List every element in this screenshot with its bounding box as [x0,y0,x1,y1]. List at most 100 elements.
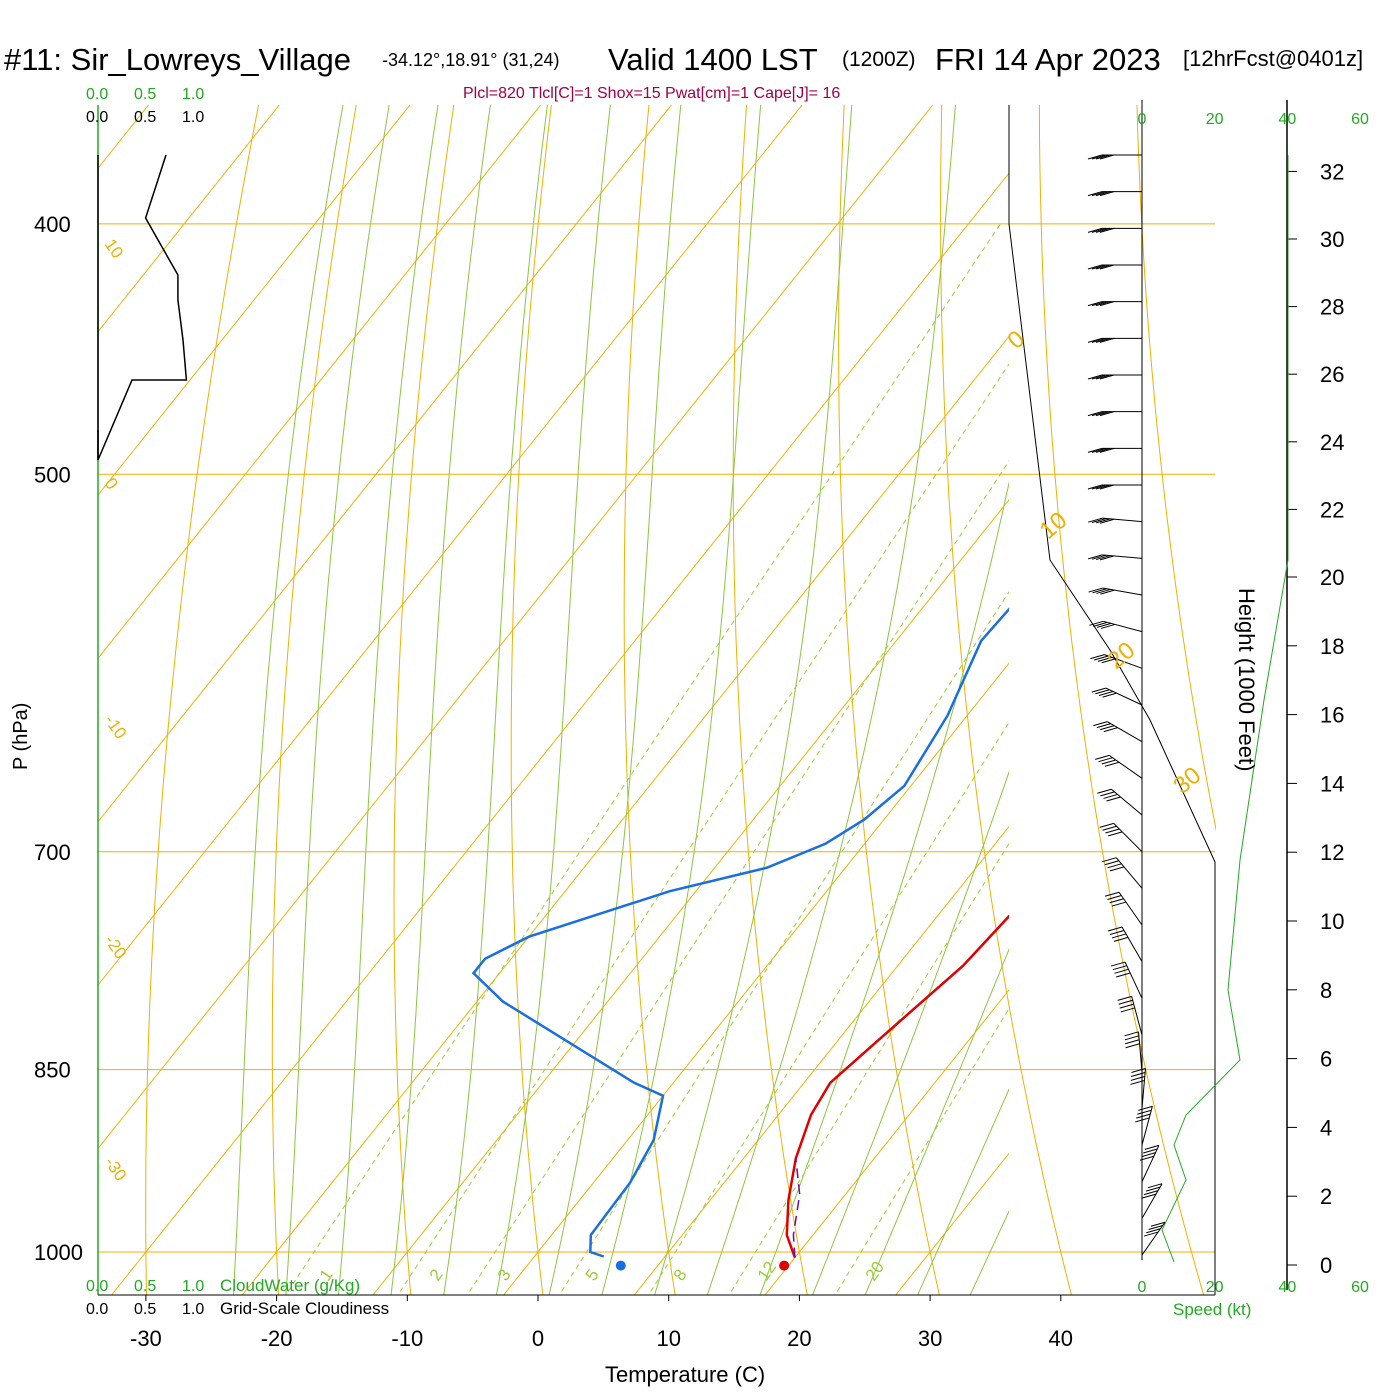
dry-adiabat-line [623,105,676,1295]
moist-adiabat-line [285,105,390,1295]
wind-barb-flag [1098,757,1113,763]
wind-barb-flag [1106,796,1121,802]
isotherm-label: -30 [101,1153,131,1184]
wind-barb-flag [1124,1031,1139,1037]
wind-barb-staff [1111,788,1143,816]
x-tick-label: -10 [391,1326,423,1351]
x-tick-label: -30 [130,1326,162,1351]
wind-barb-flag [1107,926,1123,932]
wind-barb [1087,301,1142,307]
dry-adiabat-lines [145,105,1216,1295]
wind-barb-flag [1107,863,1122,869]
cloudiness-tick-top: 0.5 [134,109,156,126]
wind-barb-flag [1104,761,1120,767]
cloudwater-tick-bottom: 1.0 [182,1278,204,1295]
wind-barb-flag [1091,411,1107,417]
moist-adiabat-line [601,105,762,1295]
wind-barb [1087,374,1142,380]
height-tick-label: 18 [1320,634,1344,659]
wind-barb [1087,447,1142,453]
wind-barb-flag [1099,337,1115,343]
cloudwater-tick-bottom: 0.0 [86,1278,108,1295]
wind-barb-flag [1100,623,1116,629]
wind-barb [1087,411,1142,417]
wind-barb-flag [1102,825,1117,831]
wind-barb-flag [1087,154,1103,160]
wind-barb [1093,721,1143,743]
wind-barb-flag [1095,374,1111,380]
wind-barb-flag [1147,1183,1163,1189]
isotherm-line [241,335,1009,1295]
wind-barb-flag [1099,374,1115,380]
moist-adiabat-line [390,105,491,1295]
wind-barb [1124,1031,1143,1072]
wind-barb [1141,1183,1163,1219]
isotherm-line [98,105,803,986]
right-boundary-line [1008,223,1216,1295]
temperature-line [785,914,1009,1259]
wind-barb-flag [1124,1035,1139,1041]
wind-barb-flag [1125,1039,1140,1045]
wind-barb-flag [1101,658,1116,664]
x-tick-label: 30 [918,1326,942,1351]
speed-tick-top: 40 [1278,111,1296,128]
isotherm-line [764,989,1009,1295]
wind-barb-flag [1108,831,1123,837]
mixing-ratio-label: 5 [582,1266,603,1285]
surface-dewpoint-dot [615,1260,626,1271]
dry-adiabat-line [1136,105,1216,832]
cloud-axis: 0.0 0.0 0.0 0.0 0.5 0.5 0.5 0.5 1.0 1.0 1.0 1.0 [86,86,204,1318]
wind-barb-flag [1094,655,1109,661]
wind-barb-flag [1095,411,1111,417]
wind-barb-staff [1141,1183,1163,1219]
wind-barb-flag [1095,191,1111,197]
wind-barb-flag [1091,554,1107,560]
wind-barb-flag [1092,588,1107,594]
moist-adiabat-line [232,105,344,1295]
wind-barb-flag [1099,555,1115,561]
wind-barb-flag [1099,301,1115,307]
wind-barb-staff [1141,1145,1160,1182]
height-tick-label: 26 [1320,362,1344,387]
height-tick-label: 32 [1320,159,1344,184]
zulu-time: (1200Z) [842,48,916,71]
wind-barb-flag [1137,1109,1152,1115]
wind-barb-flag [1099,447,1115,453]
moist-adiabat-line [548,105,682,1295]
cloudiness-tick-bottom: 0.5 [134,1301,156,1318]
wind-barb-flag [1102,857,1117,863]
mixing-ratio-line [647,721,1009,1295]
wind-barb-flag [1119,1003,1134,1009]
dry-adiabat-line [393,105,455,1295]
wind-barb-flag [1087,411,1103,417]
wind-barb-flag [1110,961,1126,967]
adiabat-label: 10 [1035,507,1073,545]
isotherm-lines [98,105,1009,1295]
wind-barb-flag [1091,337,1107,343]
wind-barb [1087,337,1142,343]
isotherm-line [111,172,1009,1295]
wind-barb-flag [1099,484,1115,490]
wind-barb-flag [1099,227,1115,233]
mixing-ratio-line [397,363,1009,1295]
wind-barb-flag [1095,337,1111,343]
wind-barb-flag [1136,1113,1151,1119]
wind-barb [1130,1068,1146,1109]
moist-adiabat-line [495,105,611,1295]
wind-barb-flag [1099,154,1115,160]
speed-tick-bottom: 40 [1278,1279,1296,1296]
wind-barb-flag [1090,654,1105,660]
isotherm-line [98,105,280,333]
wind-barb-staff [1118,891,1143,926]
height-tick-label: 0 [1320,1253,1332,1278]
pressure-tick-label: 850 [34,1058,71,1083]
mixing-ratio-line [834,1007,1009,1295]
wind-barb-flag [1099,191,1115,197]
cloudiness-tick-bottom: 0.0 [86,1301,108,1318]
wind-barb [1088,517,1143,524]
wind-barb-flag [1087,264,1103,270]
speed-tick-bottom: 60 [1351,1279,1369,1296]
wind-barb-flag [1091,301,1107,307]
wind-barb-staff [1103,620,1143,633]
wind-barb-flag [1095,227,1111,233]
